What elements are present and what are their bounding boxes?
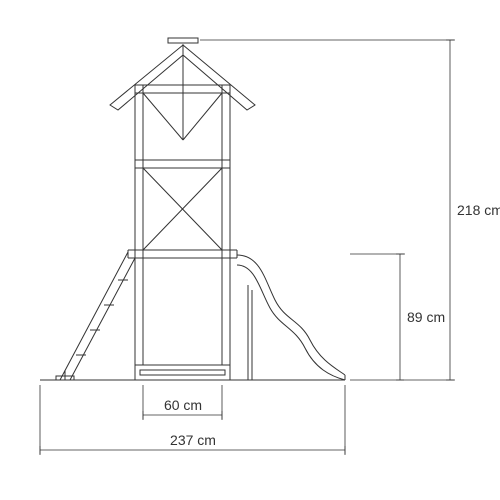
ladder-rail-inner — [70, 258, 135, 380]
roof-strut-right — [183, 93, 222, 140]
roof-left-panel — [110, 45, 183, 110]
dim-60-label: 60 cm — [164, 397, 202, 413]
base-frame-inner — [140, 370, 225, 375]
playset-side-elevation: 60 cm 237 cm 89 cm 218 cm — [0, 0, 500, 500]
roof-cap — [168, 38, 198, 43]
slide-top — [237, 255, 345, 375]
dim-218-label: 218 cm — [457, 202, 500, 218]
base-frame — [135, 365, 230, 380]
roof-right-panel — [183, 45, 255, 110]
slide-bottom — [237, 265, 345, 380]
roof-strut-left — [143, 93, 183, 140]
ladder-rail-outer — [60, 252, 128, 380]
dim-237-label: 237 cm — [170, 432, 216, 448]
dim-89-label: 89 cm — [407, 309, 445, 325]
